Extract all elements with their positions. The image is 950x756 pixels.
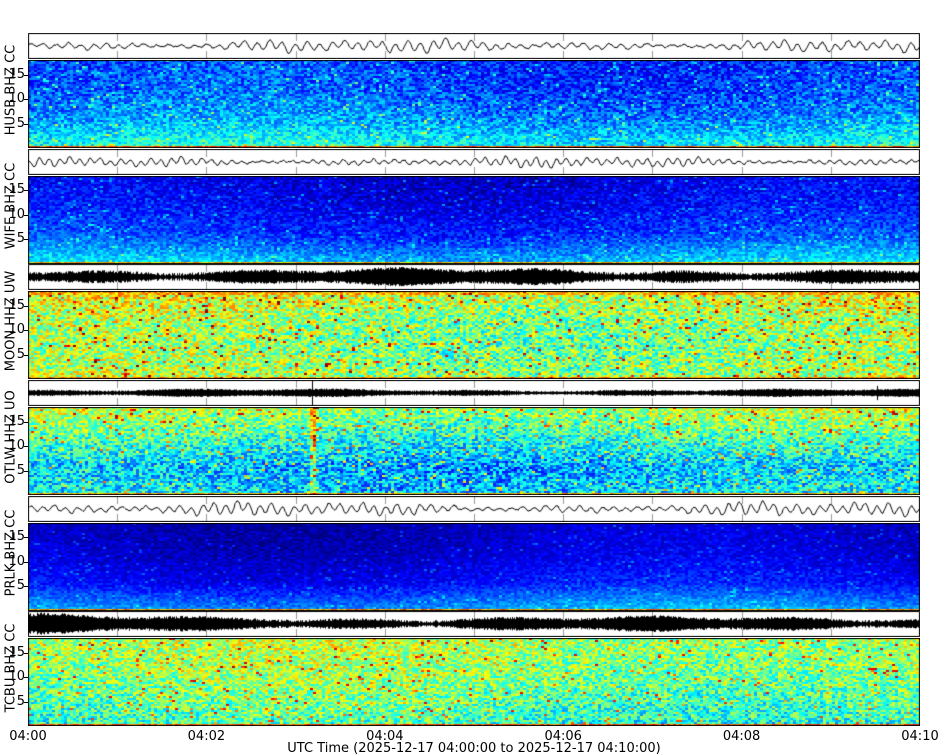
freq-tick-mark: [24, 677, 28, 679]
freq-tick-mark: [24, 123, 28, 125]
time-tick-label: 04:10: [901, 729, 939, 744]
freq-tick-label: 5: [16, 346, 25, 362]
freq-tick-mark: [24, 446, 28, 448]
freq-tick-label: 15: [8, 413, 25, 429]
freq-tick-label: 15: [8, 182, 25, 198]
freq-tick-mark: [24, 214, 28, 216]
waveform-trace-otlw: [28, 380, 920, 406]
axis-title: UTC Time (2025-12-17 04:00:00 to 2025-12…: [287, 741, 661, 756]
spectrogram-prlk: [28, 522, 920, 611]
spectrogram-tcbu: [28, 638, 920, 727]
freq-tick-mark: [24, 561, 28, 563]
freq-tick-mark: [24, 470, 28, 472]
freq-tick-label: 15: [8, 66, 25, 82]
freq-tick-label: 5: [16, 578, 25, 594]
time-tick-label: 04:04: [366, 729, 404, 744]
freq-tick-label: 15: [8, 298, 25, 314]
time-tick-label: 04:02: [187, 729, 226, 744]
freq-tick-mark: [24, 99, 28, 101]
waveform-trace-prlk: [28, 495, 920, 522]
spectrogram-moon: [28, 291, 920, 380]
freq-tick-label: 10: [8, 553, 25, 569]
freq-tick-mark: [24, 239, 28, 241]
freq-tick-label: 5: [16, 462, 25, 478]
freq-tick-mark: [24, 190, 28, 192]
freq-tick-mark: [24, 701, 28, 703]
time-tick-label: 04:06: [544, 729, 582, 744]
freq-tick-mark: [24, 354, 28, 356]
freq-tick-label: 5: [16, 693, 25, 709]
freq-tick-label: 5: [16, 115, 25, 131]
freq-tick-mark: [24, 421, 28, 423]
waveform-trace-moon: [28, 264, 920, 291]
time-tick-label: 04:00: [9, 729, 47, 744]
freq-tick-mark: [24, 537, 28, 539]
freq-tick-label: 10: [8, 322, 25, 338]
freq-tick-mark: [24, 74, 28, 76]
freq-tick-label: 5: [16, 231, 25, 247]
spectrogram-wife: [28, 175, 920, 264]
waveform-trace-wife: [28, 148, 920, 175]
freq-tick-mark: [24, 306, 28, 308]
spectrogram-otlw: [28, 407, 920, 495]
freq-tick-mark: [24, 586, 28, 588]
freq-tick-label: 15: [8, 529, 25, 545]
freq-tick-mark: [24, 653, 28, 655]
time-tick-label: 04:08: [722, 729, 761, 744]
freq-tick-label: 10: [8, 438, 25, 454]
spectrogram-husb: [28, 60, 920, 148]
freq-tick-label: 10: [8, 669, 25, 685]
freq-tick-label: 10: [8, 206, 25, 222]
waveform-trace-husb: [28, 33, 920, 59]
freq-tick-label: 10: [8, 91, 25, 107]
waveform-trace-tcbu: [28, 611, 920, 638]
freq-tick-mark: [24, 330, 28, 332]
freq-tick-label: 15: [8, 645, 25, 661]
